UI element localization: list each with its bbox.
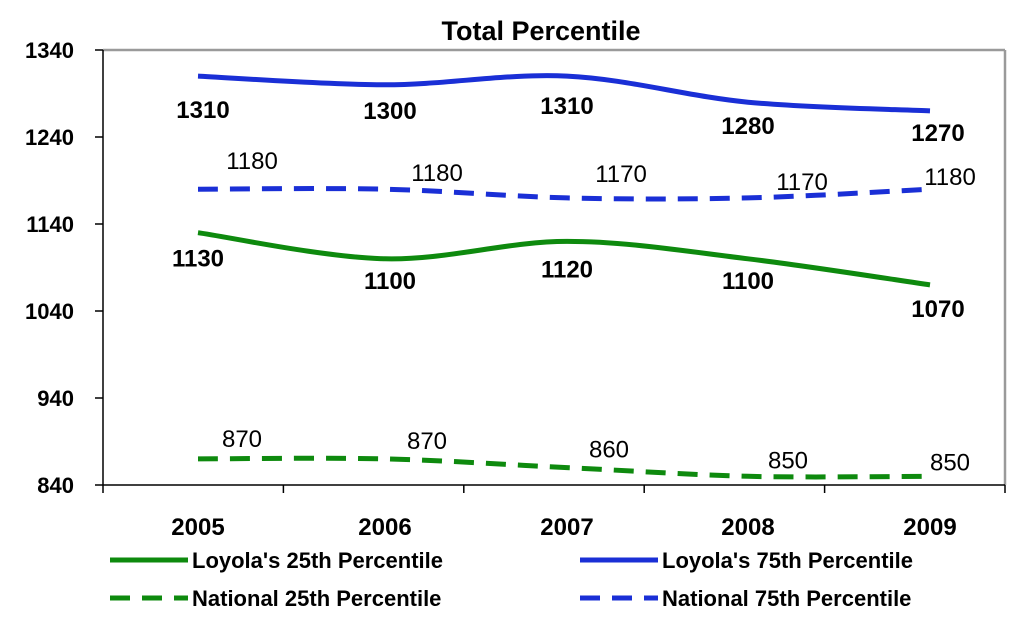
data-label: 870 (222, 426, 262, 453)
data-label: 850 (768, 447, 808, 474)
y-tick-label: 1040 (25, 299, 74, 324)
data-label: 1100 (722, 268, 774, 295)
x-tick-label: 2009 (903, 514, 956, 541)
series-line-national-25th (197, 455, 931, 480)
legend-label-national-75th: National 75th Percentile (662, 586, 911, 611)
series-line-loyola-75th (197, 73, 931, 114)
data-label: 1100 (364, 268, 416, 295)
data-label: 1170 (776, 169, 828, 196)
data-label: 1280 (721, 113, 774, 140)
data-label: 1270 (911, 120, 964, 147)
data-labels: 1130 1100 1120 1100 1070 1310 1300 1310 1280 1270… (172, 93, 976, 476)
legend: Loyola's 25th Percentile Loyola's 75th Pe… (110, 548, 913, 611)
data-label: 1170 (595, 161, 647, 188)
legend-label-national-25th: National 25th Percentile (192, 586, 441, 611)
x-tick-label: 2007 (540, 514, 593, 541)
plot-frame (103, 48, 1007, 485)
data-label: 870 (407, 428, 447, 455)
legend-label-loyola-25th: Loyola's 25th Percentile (192, 548, 443, 573)
y-tick-label: 1240 (25, 125, 74, 150)
data-label: 1180 (924, 164, 976, 191)
y-axis: 840 940 1040 1140 1240 1340 (25, 38, 104, 498)
data-label: 1180 (411, 160, 463, 187)
data-label: 1310 (540, 93, 593, 120)
data-label: 1180 (226, 148, 278, 175)
chart-title: Total Percentile (441, 16, 640, 46)
data-label: 1070 (911, 296, 964, 323)
data-label: 860 (589, 437, 629, 464)
data-label: 850 (930, 449, 970, 476)
data-label: 1310 (176, 97, 229, 124)
y-tick-label: 840 (37, 473, 74, 498)
x-tick-label: 2006 (358, 514, 411, 541)
series-line-national-75th (197, 186, 931, 202)
legend-label-loyola-75th: Loyola's 75th Percentile (662, 548, 913, 573)
data-label: 1300 (363, 98, 416, 125)
x-tick-label: 2005 (171, 514, 224, 541)
data-label: 1120 (541, 256, 593, 283)
series-lines (197, 73, 931, 480)
series-line-loyola-25th (197, 230, 931, 288)
y-tick-label: 1340 (25, 38, 74, 63)
y-tick-label: 1140 (26, 212, 74, 237)
x-axis: 2005 2006 2007 2008 2009 (102, 484, 1006, 541)
y-tick-label: 940 (37, 386, 74, 411)
x-tick-label: 2008 (721, 514, 774, 541)
data-label: 1130 (172, 246, 224, 273)
